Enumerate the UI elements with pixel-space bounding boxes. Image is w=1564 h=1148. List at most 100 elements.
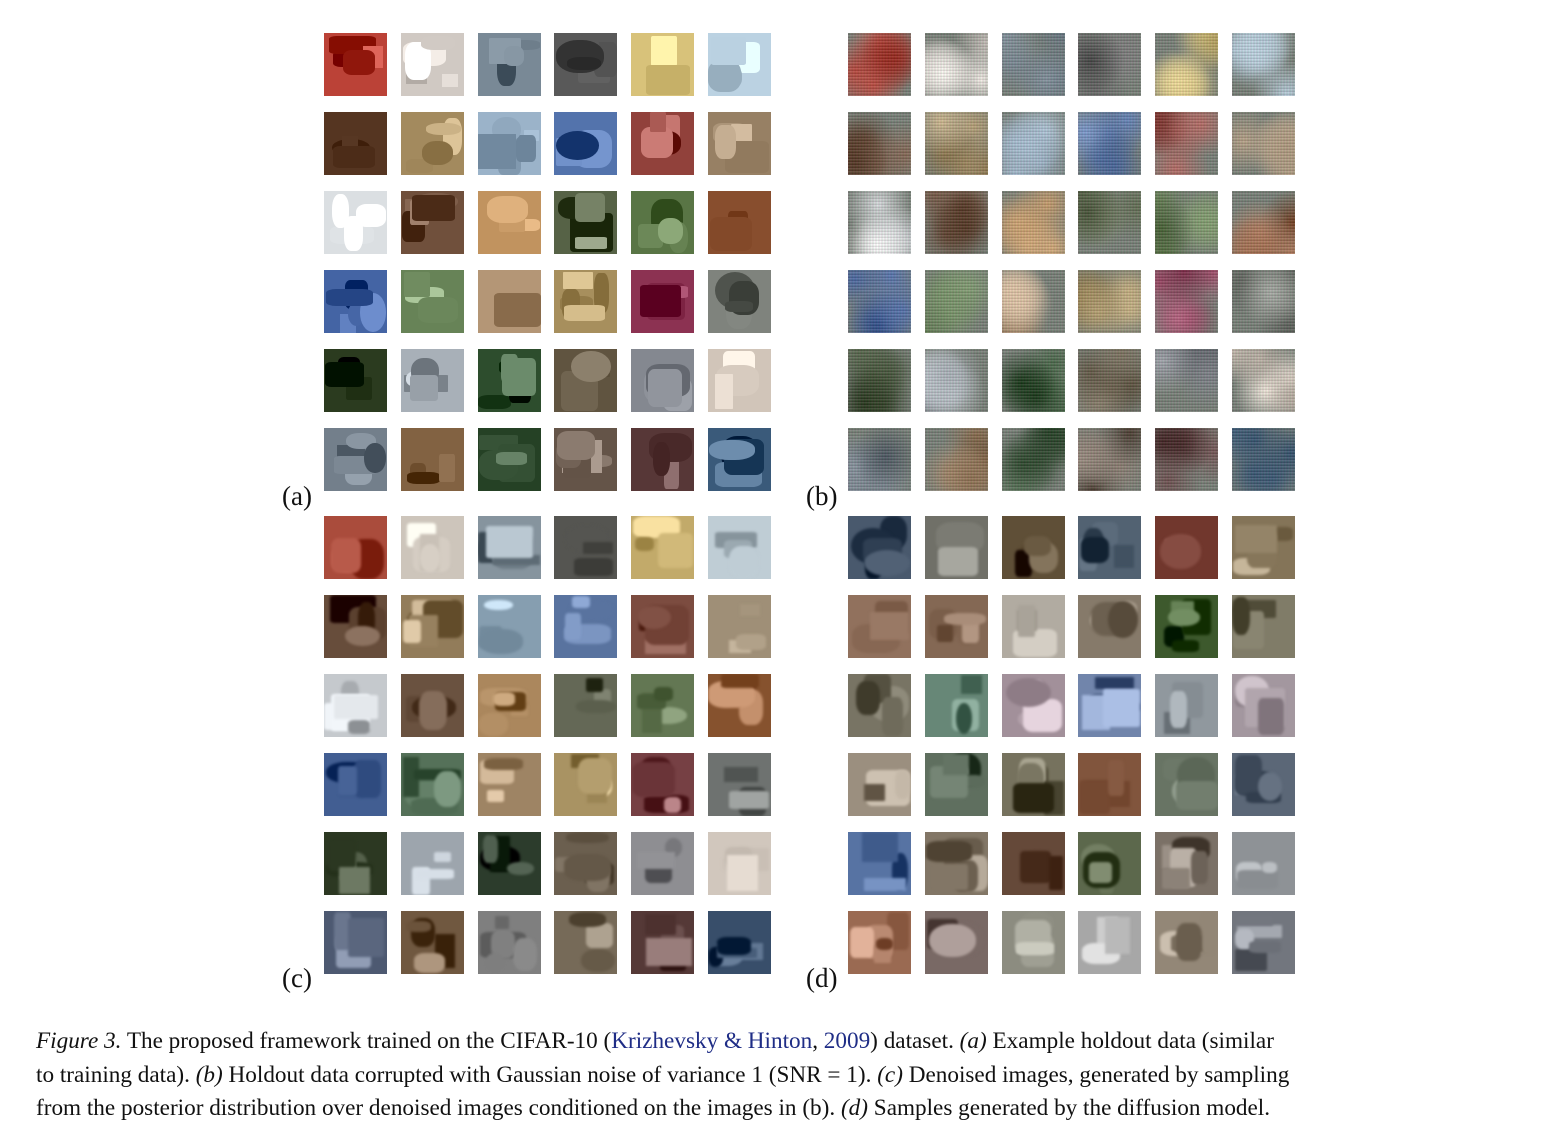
image-region	[578, 758, 612, 794]
panel-c-image-r4c2	[401, 753, 464, 816]
panel-c-image-r1c6	[708, 516, 771, 579]
panel-c-image-r4c6	[708, 753, 771, 816]
panel-d-image-r6c4	[1078, 911, 1141, 974]
panel-d-image-r6c5	[1155, 911, 1218, 974]
panel-b-image-r6c2	[925, 428, 988, 491]
image-region	[938, 547, 978, 576]
panel-c-image-r4c1	[324, 753, 387, 816]
panel-b-image-r1c5	[1155, 33, 1218, 96]
image-region	[404, 272, 430, 297]
image-region	[933, 864, 968, 890]
image-region	[419, 691, 447, 730]
image-region	[325, 362, 364, 387]
image-region	[334, 695, 378, 719]
panel-c-image-r6c5	[631, 911, 694, 974]
panel-c-image-r3c1	[324, 674, 387, 737]
image-region	[715, 125, 736, 159]
image-region	[1237, 870, 1278, 889]
image-region	[426, 123, 461, 135]
image-region	[416, 869, 454, 879]
image-region	[1016, 942, 1054, 955]
panel-b-image-r5c1	[848, 349, 911, 412]
panel-a-image-r4c6	[708, 270, 771, 333]
image-region	[556, 131, 599, 160]
panel-b-image-r1c1	[848, 33, 911, 96]
panel-c-image-r1c1	[324, 516, 387, 579]
caption-line-1: Figure 3. The proposed framework trained…	[36, 1025, 1546, 1059]
panel-b-image-r4c2	[925, 270, 988, 333]
panel-c-image-r5c6	[708, 832, 771, 895]
image-region	[418, 297, 458, 323]
panel-b-image-r1c3	[1002, 33, 1065, 96]
image-region	[961, 675, 982, 694]
image-region	[342, 136, 358, 147]
image-region	[328, 838, 356, 871]
image-region	[651, 36, 677, 66]
image-region	[339, 867, 370, 894]
image-region	[566, 832, 609, 843]
caption-line-3: from the posterior distribution over den…	[36, 1092, 1546, 1126]
panel-d-image-r5c2	[925, 832, 988, 895]
caption-text: ) dataset.	[870, 1028, 960, 1054]
image-region	[354, 760, 381, 798]
panel-a-image-r6c3	[478, 428, 541, 491]
panel-d-image-r2c5	[1155, 595, 1218, 658]
panel-a-image-r1c6	[708, 33, 771, 96]
image-region	[403, 757, 419, 797]
image-region	[1262, 862, 1277, 873]
image-region	[513, 938, 537, 971]
panel-d-image-r5c1	[848, 832, 911, 895]
image-region	[331, 538, 361, 573]
panel-c-image-r2c5	[631, 595, 694, 658]
image-region	[1108, 760, 1124, 796]
image-region	[711, 37, 746, 65]
panel-d-image-r1c2	[925, 516, 988, 579]
panel-d-image-r3c2	[925, 674, 988, 737]
panel-b-image-r6c1	[848, 428, 911, 491]
caption-text: to training data).	[36, 1061, 196, 1088]
panel-a-image-r5c3	[478, 349, 541, 412]
panel-d-image-r4c2	[925, 753, 988, 816]
image-region	[486, 953, 504, 971]
panel-a-image-r6c6	[708, 428, 771, 491]
panel-b-image-r3c2	[925, 191, 988, 254]
image-region	[641, 127, 673, 158]
panel-b-image-r5c3	[1002, 349, 1065, 412]
panel-b-image-r2c1	[848, 112, 911, 175]
image-region	[516, 135, 536, 162]
panel-b-image-r5c2	[925, 349, 988, 412]
panel-a-image-r4c5	[631, 270, 694, 333]
image-region	[956, 703, 972, 734]
panel-b-image-r4c3	[1002, 270, 1065, 333]
panel-c-image-r5c1	[324, 832, 387, 895]
image-region	[650, 112, 666, 132]
image-region	[403, 620, 421, 643]
panel-b-image-r4c4	[1078, 270, 1141, 333]
panel-d-image-r3c6	[1232, 674, 1295, 737]
panel-b-image-r3c3	[1002, 191, 1065, 254]
citation-link[interactable]: 2009	[823, 1028, 871, 1054]
image-region	[479, 713, 508, 736]
image-region	[484, 758, 523, 770]
image-region	[864, 878, 906, 891]
image-region	[729, 546, 759, 578]
panel-b-image-r4c1	[848, 270, 911, 333]
image-region	[495, 916, 509, 929]
panel-b-image-r2c5	[1155, 112, 1218, 175]
panel-a-image-r5c2	[401, 349, 464, 412]
panel-c-image-r5c2	[401, 832, 464, 895]
citation-link[interactable]: Krizhevsky & Hinton	[611, 1028, 813, 1054]
image-region	[502, 358, 536, 396]
panel-b-image-r3c5	[1155, 191, 1218, 254]
image-region	[586, 678, 603, 692]
panel-a-image-r3c1	[324, 191, 387, 254]
image-region	[864, 784, 885, 801]
panel-c-image-r5c3	[478, 832, 541, 895]
panel-c-image-r6c2	[401, 911, 464, 974]
panel-d-image-r4c4	[1078, 753, 1141, 816]
image-region	[1114, 545, 1134, 568]
image-region	[348, 918, 384, 957]
panel-a-image-r3c5	[631, 191, 694, 254]
image-region	[478, 395, 511, 409]
image-region	[724, 767, 758, 782]
